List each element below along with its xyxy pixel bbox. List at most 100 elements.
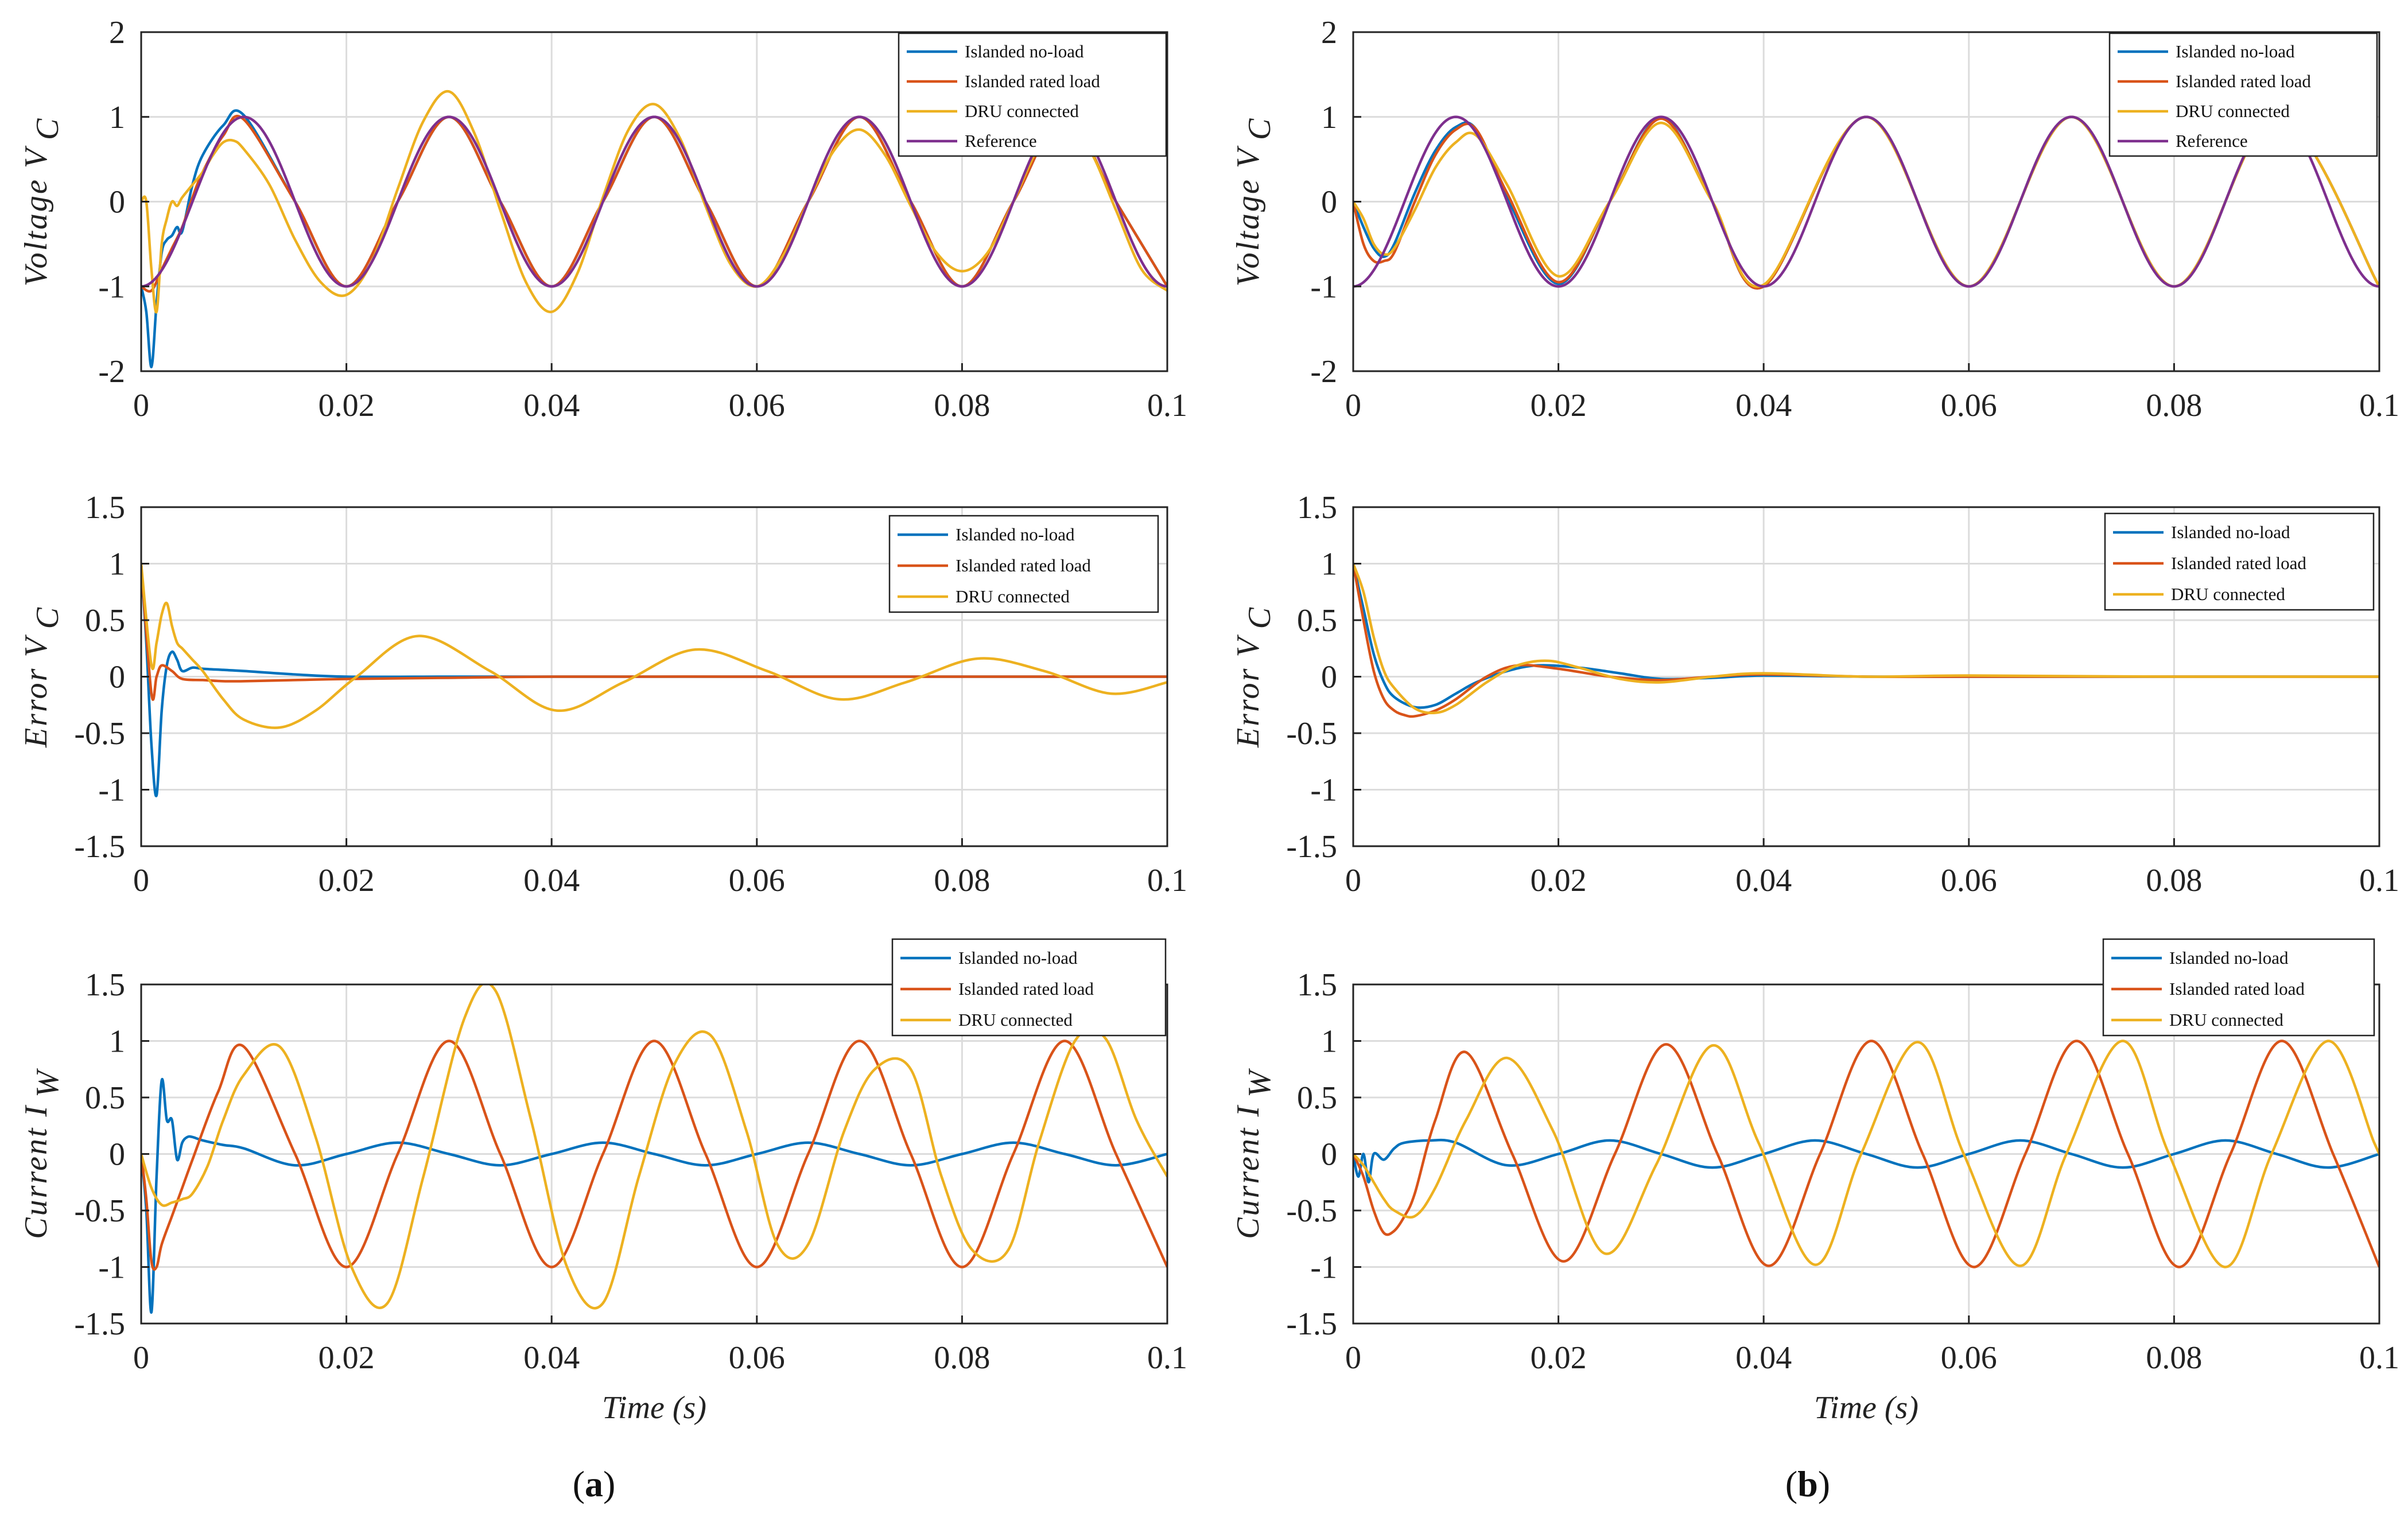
x-tick-label: 0.06 <box>1941 388 1997 423</box>
x-tick-label: 0 <box>133 863 149 898</box>
legend-entry: Islanded rated load <box>965 71 1100 91</box>
series-line-dru-connected <box>141 984 1167 1310</box>
y-tick-label: 1.5 <box>1297 967 1337 1003</box>
y-tick-label: -0.5 <box>74 1193 125 1229</box>
legend-entry: DRU connected <box>958 1010 1073 1030</box>
panel-label-letter: a <box>585 1463 603 1504</box>
x-tick-label: 0.1 <box>1147 1340 1187 1376</box>
y-tick-label: 1 <box>109 100 125 135</box>
series-line-islanded-rated-load <box>1353 1040 2379 1268</box>
y-tick-label: -1 <box>1310 1250 1337 1286</box>
panel-label-b: (b) <box>1785 1463 1830 1504</box>
series-line-dru-connected <box>1353 1040 2379 1268</box>
panel-label-close: ) <box>1818 1463 1830 1504</box>
x-tick-label: 0.02 <box>319 863 375 898</box>
y-tick-label: 0 <box>1321 185 1337 220</box>
legend-entry: Islanded no-load <box>2171 522 2290 542</box>
y-tick-label: -0.5 <box>1286 716 1337 752</box>
y-axis-label-main: Current I <box>1230 1104 1266 1239</box>
chart-b-current: 0 0.02 0.04 0.06 0.08 0.1 -1.5 -1 -0.5 0 0.5 1 1.5 Cu… <box>1230 938 2399 1426</box>
x-tick-label: 0.08 <box>2146 388 2202 423</box>
y-tick-label: 0 <box>109 1137 125 1173</box>
x-tick-label: 0.04 <box>523 863 580 898</box>
legend-entry: Islanded no-load <box>965 41 1084 61</box>
y-axis-label: Voltage V C <box>18 117 65 287</box>
legend-entry: DRU connected <box>2169 1010 2283 1030</box>
y-tick-label: -1 <box>1310 773 1337 808</box>
chart-b-voltage: 0 0.02 0.04 0.06 0.08 0.1 -2 -1 0 1 2 Voltage V C Isl… <box>1230 15 2399 423</box>
legend-entry: Islanded no-load <box>956 524 1075 544</box>
y-axis-label: Current I W <box>18 1068 65 1239</box>
x-tick-label: 0.1 <box>1147 863 1187 898</box>
series-line-islanded-rated-load <box>141 563 1167 701</box>
chart-a-voltage: 0 0.02 0.04 0.06 0.08 0.1 -2 -1 0 1 2 Voltage V C Isl… <box>18 15 1187 423</box>
y-tick-label: 0.5 <box>85 603 125 639</box>
y-tick-label: 0.5 <box>85 1080 125 1116</box>
x-tick-label: 0.1 <box>2359 863 2399 898</box>
x-tick-label: 0 <box>133 388 149 423</box>
legend-entry: DRU connected <box>956 586 1070 606</box>
panel-label-close: ) <box>603 1463 615 1504</box>
chart-b-error: 0 0.02 0.04 0.06 0.08 0.1 -1.5 -1 -0.5 0 0.5 1 1.5 Er… <box>1230 490 2399 898</box>
y-tick-label: -1 <box>98 773 125 808</box>
y-tick-label: -1.5 <box>1286 829 1337 865</box>
x-tick-label: 0.06 <box>729 388 785 423</box>
x-tick-label: 0.1 <box>1147 388 1187 423</box>
y-axis-label-subscript: C <box>1242 117 1277 140</box>
x-tick-label: 0.04 <box>523 388 580 423</box>
legend-entry: Islanded rated load <box>2176 71 2311 91</box>
x-tick-label: 0.06 <box>1941 863 1997 898</box>
x-tick-label: 0 <box>133 1340 149 1376</box>
y-tick-label: -1 <box>1310 269 1337 305</box>
legend-entry: Reference <box>965 131 1037 151</box>
legend-entry: Islanded no-load <box>958 948 1078 968</box>
y-axis-label-subscript: W <box>1242 1068 1277 1097</box>
legend: Islanded no-load Islanded rated load DRU c… <box>2102 938 2375 1037</box>
y-tick-label: 1 <box>1321 1024 1337 1060</box>
y-axis-label: Current I W <box>1230 1068 1277 1239</box>
y-tick-label: 1.5 <box>85 490 125 526</box>
y-tick-label: -2 <box>98 354 125 390</box>
legend-entry: Islanded rated load <box>2169 979 2305 999</box>
x-tick-label: 0.04 <box>1735 863 1792 898</box>
y-axis-label-subscript: W <box>30 1068 65 1097</box>
legend-entry: Islanded rated load <box>956 555 1091 575</box>
legend-entry: Islanded rated load <box>2171 553 2306 573</box>
y-tick-label: 1 <box>109 1024 125 1060</box>
x-tick-label: 0.08 <box>934 863 990 898</box>
x-tick-label: 0.04 <box>1735 388 1792 423</box>
series-line-islanded-no-load <box>1353 1138 2379 1184</box>
y-tick-label: 0 <box>1321 1137 1337 1173</box>
y-tick-label: 2 <box>109 15 125 50</box>
y-tick-label: 1.5 <box>85 967 125 1003</box>
y-tick-label: 1 <box>1321 100 1337 135</box>
y-axis-label: Error V C <box>18 606 65 748</box>
y-axis-label-main: Error V <box>18 635 54 749</box>
legend: Islanded no-load Islanded rated load DRU c… <box>888 515 1159 613</box>
y-axis-label: Voltage V C <box>1230 117 1277 287</box>
legend-entry: DRU connected <box>2176 101 2290 121</box>
panel-label-open: ( <box>573 1463 585 1504</box>
y-tick-label: -2 <box>1310 354 1337 390</box>
x-tick-label: 0.08 <box>2146 1340 2202 1376</box>
panel-label-a: (a) <box>573 1463 616 1504</box>
y-tick-label: 0 <box>109 185 125 220</box>
x-tick-label: 0.06 <box>729 863 785 898</box>
x-tick-label: 0 <box>1345 863 1361 898</box>
x-axis-label: Time (s) <box>1814 1390 1918 1426</box>
y-tick-label: -1.5 <box>74 829 125 865</box>
chart-a-current: 0 0.02 0.04 0.06 0.08 0.1 -1.5 -1 -0.5 0 0.5 1 1.5 Cu… <box>18 938 1187 1426</box>
y-tick-label: 1 <box>109 547 125 582</box>
x-tick-label: 0.06 <box>729 1340 785 1376</box>
x-tick-label: 0.04 <box>1735 1340 1792 1376</box>
legend-entry: Reference <box>2176 131 2248 151</box>
y-axis-label-subscript: C <box>1242 606 1277 629</box>
y-axis-label-main: Error V <box>1230 635 1266 749</box>
legend-box <box>2108 32 2378 157</box>
legend: Islanded no-load Islanded rated load DRU c… <box>2108 32 2378 157</box>
legend-entry: Islanded no-load <box>2169 948 2289 968</box>
y-tick-label: 2 <box>1321 15 1337 50</box>
y-tick-label: 1 <box>1321 547 1337 582</box>
x-tick-label: 0.02 <box>1531 1340 1587 1376</box>
